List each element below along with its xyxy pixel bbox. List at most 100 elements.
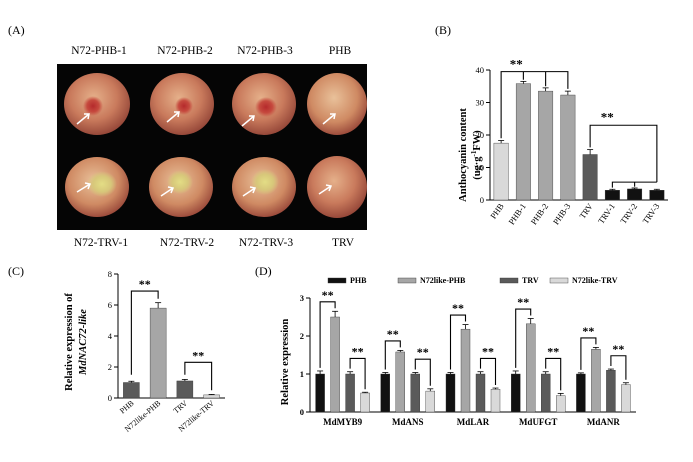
chart-b-ytick-label: 40 [476,65,485,75]
chart-b-xtick-label: PHB-2 [529,201,551,226]
chart-b-xtick-label: TRV-1 [596,201,617,225]
chart-d-bar [621,384,631,413]
chart-d-bar [606,369,616,413]
chart-d-sig-bracket-label: ** [452,301,464,315]
chart-c-sig-bracket-1 [130,290,159,375]
chart-b-sig-bracket-1 [500,71,569,139]
chart-b-sig-label-1: ** [510,57,523,72]
chart-c-ytick-label: 0 [108,393,112,403]
photo-caption-top-1: N72-PHB-1 [71,45,127,57]
chart-d-sig-bracket-label: ** [417,345,429,359]
chart-d-sig-bracket-label: ** [322,288,334,302]
photo-caption-bottom-2: N72-TRV-2 [159,237,215,249]
chart-c-bar [123,382,140,399]
chart-d-sig-bracket-label: ** [352,344,364,358]
chart-d-xtick-label: MdANS [392,417,424,427]
chart-d-bar [460,328,471,413]
apple-photo-svg [64,73,367,218]
apple-photo [57,64,367,230]
chart-d-xtick-label: MdANR [587,417,620,427]
chart-b-sig-bracket-2b [611,181,657,188]
chart-b-bar [627,188,643,201]
chart-d-bar [315,373,325,413]
chart-b-bar [560,94,576,201]
apple-n72-trv-1 [65,157,129,217]
chart-d-sig-bracket-label: ** [517,295,529,309]
chart-c-bar [149,307,167,399]
chart-d-legend-label: N72like-TRV [572,276,618,285]
arrow-icon [76,113,90,125]
chart-d-bar [556,395,566,413]
chart-d-bar [410,373,421,413]
chart-d-bar [591,349,601,413]
chart-d-sig-bracket-label: ** [547,344,559,358]
chart-d-sig-bracket-label: ** [612,342,624,356]
chart-d-sig-bracket-label: ** [482,344,494,358]
photo-caption-bottom-4: TRV [331,237,355,249]
chart-d-ytick-label: 2 [300,331,304,341]
chart-d-xtick-label: MdUFGT [519,417,558,427]
chart-d-bar [445,373,456,413]
chart-d-bar [330,316,340,413]
chart-b-bar [604,190,620,201]
panel-label-a: (A) [8,23,25,37]
chart-b-xtick-label: PHB [488,201,506,221]
arrow-icon [76,183,91,193]
apple-n72-trv-3 [232,157,296,217]
chart-d-xtick-label: MdMYB9 [323,417,362,427]
chart-b-xtick-label: TRV-3 [640,201,661,225]
chart-b-ytick-label: 0 [480,195,484,205]
chart-b-sig-bracket-2 [589,124,658,183]
chart-d-ytick-label: 0 [300,407,304,417]
chart-b-bar [493,142,509,201]
chart-c-ytick-label: 8 [108,270,112,279]
chart-d-bar [475,373,486,413]
chart-d-sig-bracket [610,355,627,380]
chart-c-ylabel-line1: Relative expression of [64,293,75,391]
apple-phb [307,73,367,135]
chart-b-xtick-label: TRV-2 [618,201,639,225]
chart-d-sig-bracket [384,340,401,370]
chart-d-sig-bracket [515,308,532,368]
chart-d-sig-bracket [414,358,431,386]
chart-c-sig-bracket-2-label: ** [192,348,204,362]
chart-d-ylabel: Relative expression [280,319,291,406]
chart-c-ylabel-line2: MdNAC72-like [78,309,89,376]
apple-n72-trv-2 [149,157,213,217]
chart-b-bar [515,83,531,201]
apple-n72-phb-2 [150,73,214,135]
chart-d-sig-bracket [479,357,497,386]
arrow-icon [242,187,256,197]
chart-c-sig-bracket-1-label: ** [139,277,151,291]
chart-b-bar [649,190,665,201]
photo-caption-top-2: N72-PHB-2 [157,45,213,57]
chart-d-sig-bracket [580,337,597,370]
chart-b-ylabel-line1: Anthocyanin content [458,108,469,202]
chart-d-sig-bracket [319,301,336,368]
arrow-icon [160,187,174,197]
chart-d-sig-bracket [349,357,366,390]
chart-d-bar [360,392,370,413]
chart-d-bar [425,390,436,413]
chart-b: Anthocyanin content (ug·g-1FW) 0 10 20 30 40… [458,57,668,226]
arrow-icon [166,111,180,123]
chart-c-ytick-label: 2 [108,362,112,372]
panel-label-d: (D) [255,264,272,278]
chart-c-bar [176,380,194,399]
chart-c-ytick-label: 4 [108,331,113,341]
chart-d-bar [526,323,536,413]
chart-c-ytick-label: 6 [108,300,112,310]
photo-caption-top-4: PHB [328,45,352,57]
chart-d-ytick-label: 1 [300,369,304,379]
chart-d-bar [541,373,551,413]
chart-c-xtick-label: TRV [172,398,190,415]
chart-d-bar [490,388,501,413]
apple-n72-phb-3 [232,73,296,135]
chart-d-legend-swatch [499,277,519,284]
chart-b-bar [538,90,554,201]
chart-d-bar [380,373,391,413]
chart-d-legend-swatch [327,277,347,284]
chart-d-bar [510,373,521,413]
chart-d-sig-bracket [545,357,562,391]
chart-d-bar [345,373,355,413]
